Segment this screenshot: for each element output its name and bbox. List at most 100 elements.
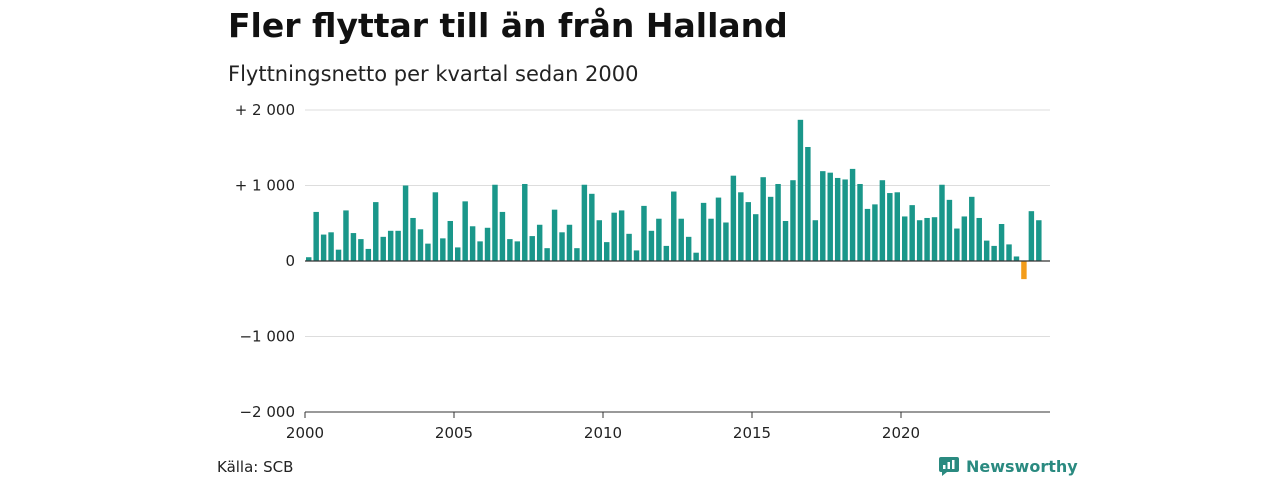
bar [857, 183, 863, 261]
bar [455, 247, 461, 261]
bar [1013, 256, 1020, 261]
bar [991, 245, 997, 261]
bar [797, 119, 804, 261]
bar [760, 177, 766, 261]
bar [417, 229, 424, 261]
x-tick-label: 2000 [286, 424, 324, 442]
bar [685, 236, 692, 261]
bar [477, 241, 483, 261]
y-tick-label: −1 000 [239, 328, 295, 346]
bar [976, 217, 982, 261]
bar [745, 202, 751, 261]
bar [402, 185, 409, 261]
bar [969, 196, 975, 261]
bar [425, 243, 431, 261]
bar [730, 175, 737, 261]
bar [916, 220, 923, 261]
y-tick-label: 0 [285, 252, 295, 270]
bar [708, 218, 714, 261]
bar [589, 193, 595, 261]
bar [909, 205, 915, 261]
newsworthy-logo-icon [939, 457, 959, 476]
bar [782, 220, 789, 261]
bar [641, 205, 647, 261]
bar [827, 172, 833, 261]
y-tick-label: + 1 000 [235, 177, 295, 195]
bar [365, 248, 372, 261]
bar [440, 238, 446, 261]
bar [790, 180, 796, 261]
bar [581, 184, 588, 261]
bar [566, 224, 573, 261]
bar [805, 146, 811, 261]
bar [723, 222, 729, 261]
bar [954, 228, 960, 261]
y-tick-label: −2 000 [239, 403, 295, 421]
bar [350, 233, 357, 261]
bar [775, 183, 781, 261]
bar [894, 192, 900, 261]
bar [358, 239, 364, 261]
bar [678, 218, 684, 261]
bar [849, 168, 856, 261]
bar [842, 179, 848, 261]
source-note: Källa: SCB [217, 458, 294, 476]
bar [1021, 261, 1027, 280]
bar [812, 220, 819, 261]
bars [306, 119, 1042, 280]
bar [931, 217, 938, 261]
x-tick-label: 2020 [882, 424, 920, 442]
bar [738, 192, 744, 261]
bar [320, 234, 327, 261]
bar [946, 199, 953, 261]
x-tick-label: 2005 [435, 424, 473, 442]
bar [395, 230, 401, 261]
bar [514, 241, 521, 261]
bar [611, 212, 617, 261]
chart-subtitle: Flyttningsnetto per kvartal sedan 2000 [228, 62, 639, 86]
bar [939, 184, 945, 261]
bar [700, 202, 707, 261]
bar [604, 242, 610, 261]
bar [1036, 220, 1042, 261]
bar [507, 239, 513, 261]
bar [618, 210, 625, 261]
bar [462, 201, 468, 261]
bar [1028, 211, 1035, 261]
bar [633, 250, 640, 261]
bar [879, 180, 886, 261]
bar [820, 171, 826, 261]
bar [663, 245, 670, 261]
bar [924, 217, 930, 261]
bar [529, 236, 535, 261]
bar [551, 209, 558, 261]
bar [373, 202, 379, 261]
bar [596, 220, 602, 261]
brand-name: Newsworthy [966, 456, 1078, 476]
bar [872, 204, 878, 261]
bar [313, 211, 319, 261]
x-tick-label: 2010 [584, 424, 622, 442]
bar [544, 248, 550, 261]
bar [902, 216, 908, 261]
bar [559, 232, 565, 261]
bar [447, 220, 453, 261]
bar [1006, 244, 1012, 261]
bar [648, 230, 655, 261]
brand-logo: Newsworthy [938, 455, 1078, 477]
bar [656, 218, 662, 261]
bar [499, 211, 506, 261]
bar [536, 224, 543, 261]
bar [715, 197, 722, 261]
bar [469, 226, 476, 261]
bar [306, 257, 312, 261]
bar [335, 249, 342, 261]
x-tick-label: 2015 [733, 424, 771, 442]
bar [380, 236, 386, 261]
chart-title: Fler flyttar till än från Halland [228, 6, 788, 45]
bar [328, 232, 334, 261]
bar [410, 217, 416, 261]
bar [887, 193, 893, 261]
axes: + 2 000 + 1 000 0 −1 000 −2 000 2000 2005 2010 2… [235, 101, 1050, 442]
